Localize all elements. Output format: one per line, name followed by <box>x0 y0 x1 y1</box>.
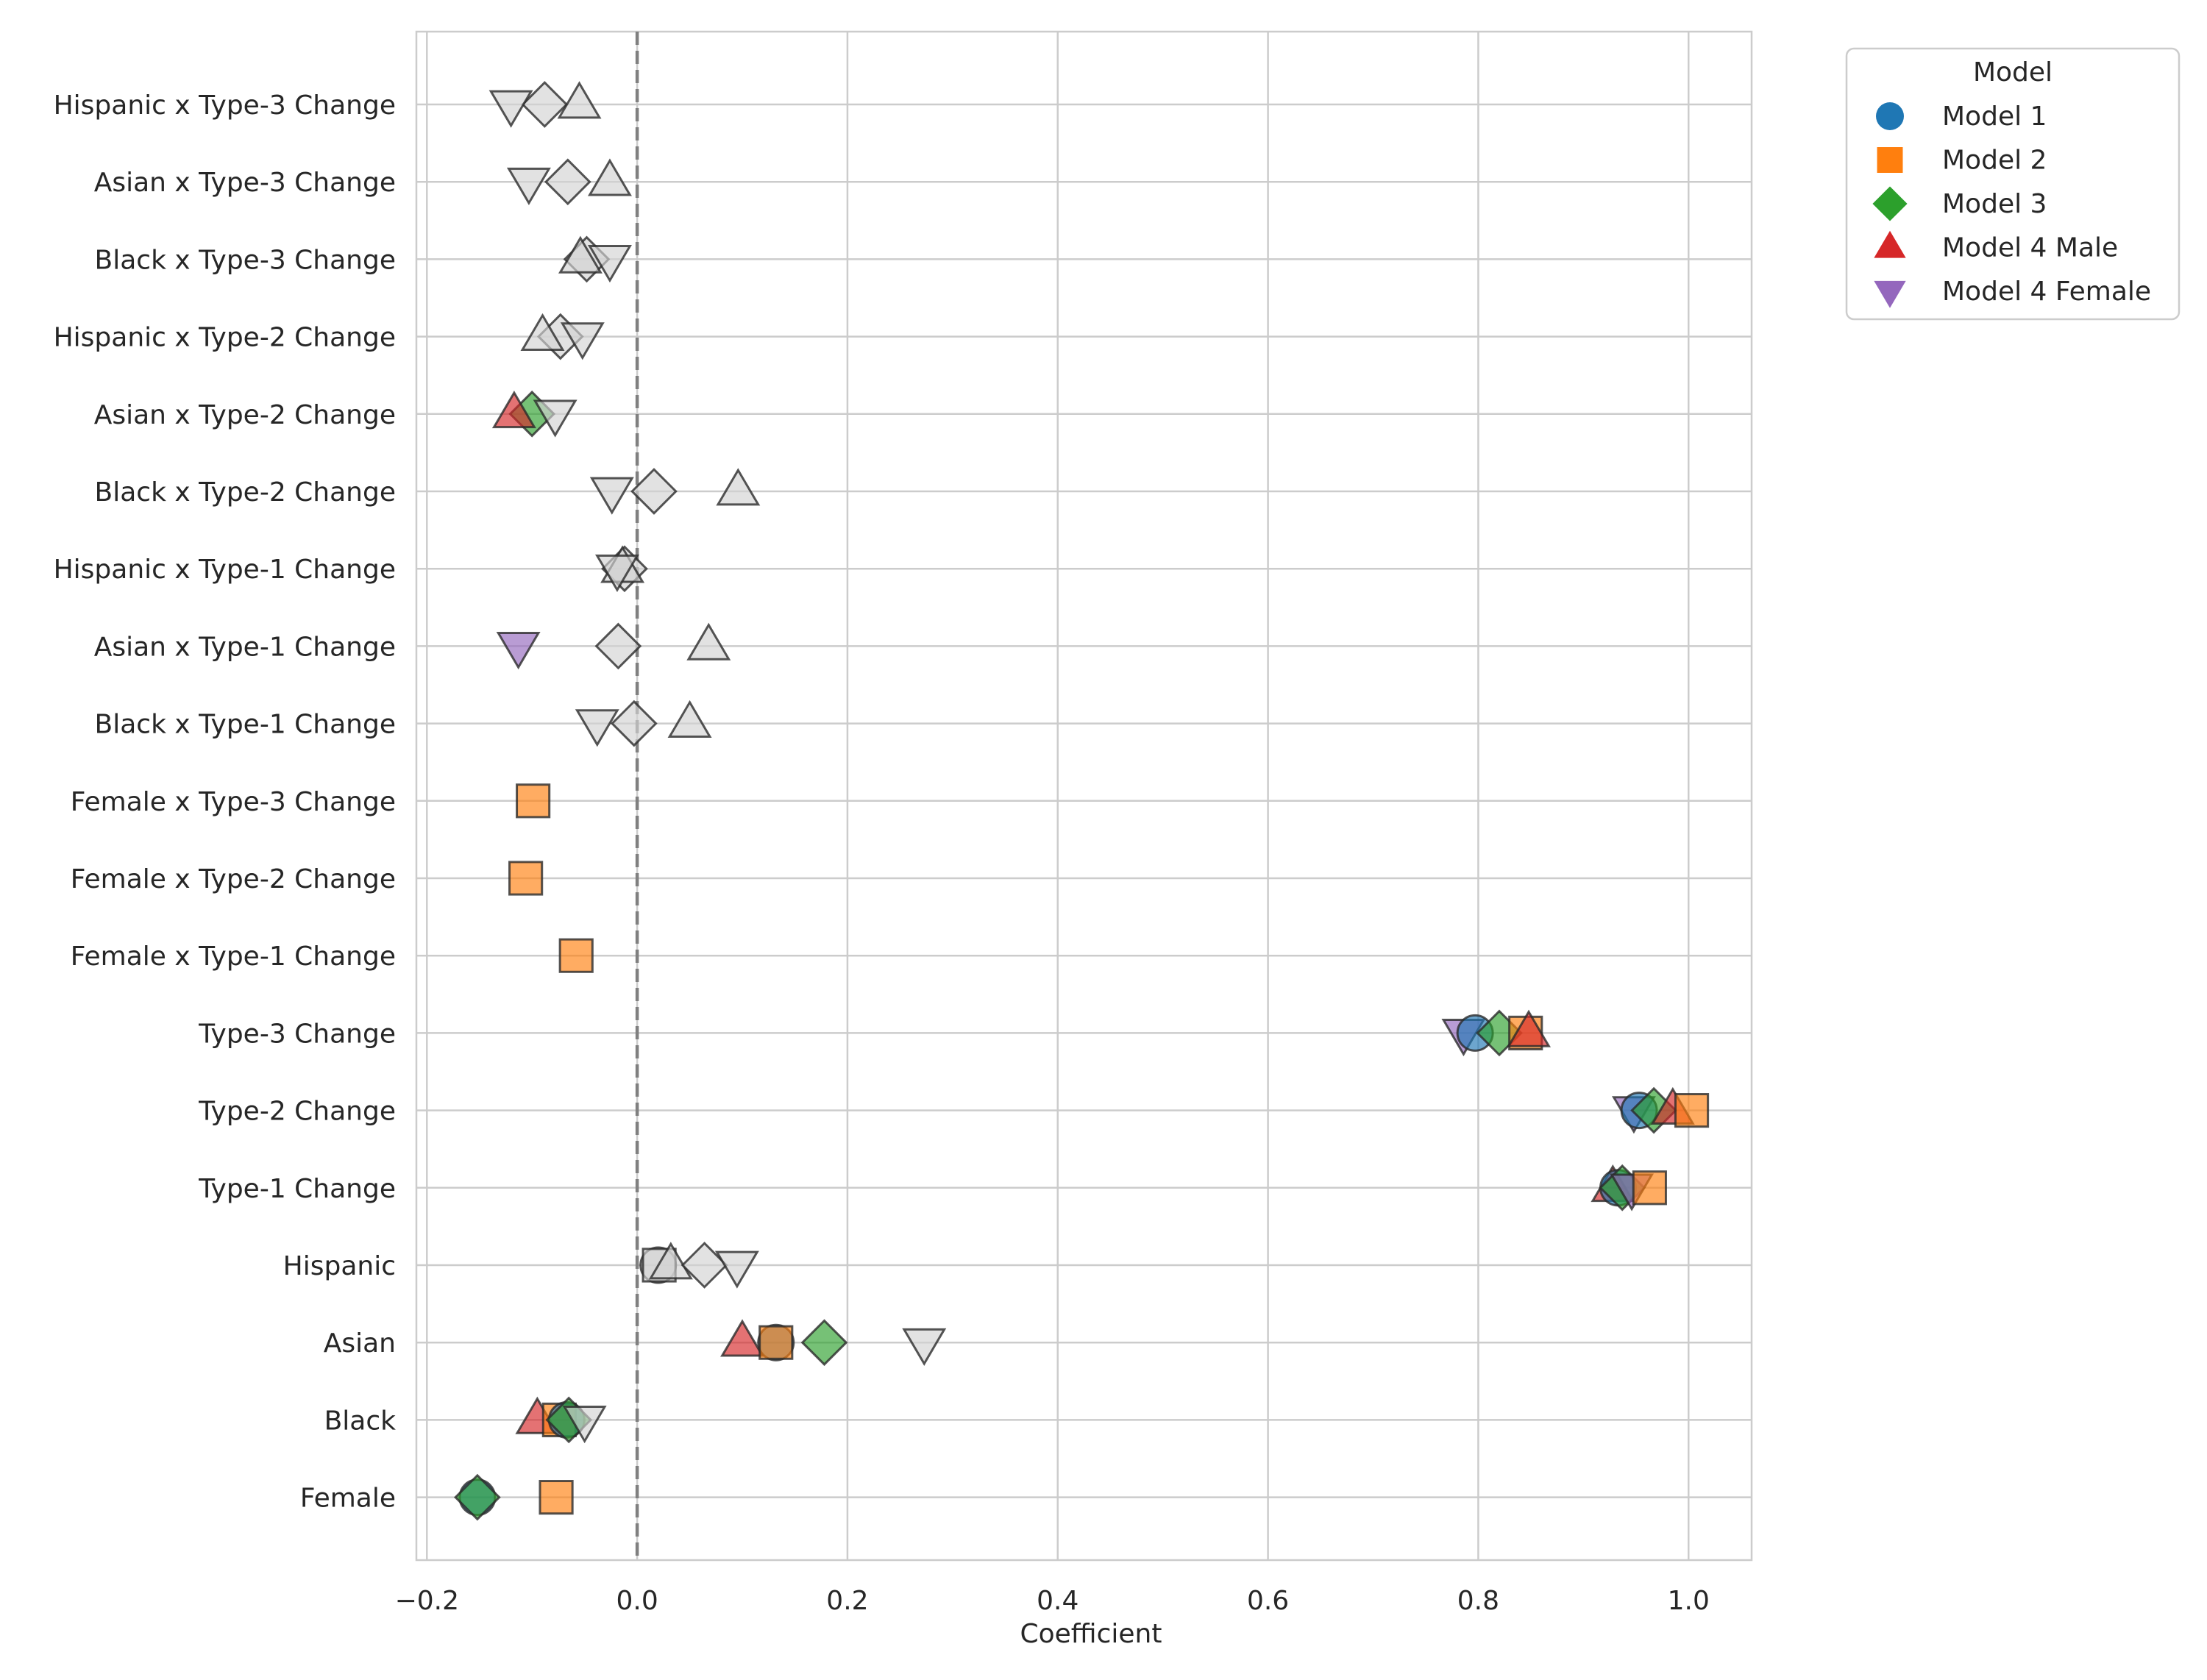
y-tick-label-type-3-change: Type-3 Change <box>198 1019 396 1049</box>
legend-label-model-2: Model 2 <box>1942 146 2047 176</box>
point-model-4-female-asian <box>902 1328 947 1366</box>
point-model-4-female-hispanic-x-type-3-change <box>488 90 533 128</box>
legend-title: Model <box>1973 57 2053 88</box>
y-tick-label-female-x-type-1-change: Female x Type-1 Change <box>71 942 396 972</box>
point-model-4-female-hispanic-x-type-2-change <box>560 322 605 360</box>
legend-marker-model-4-male <box>1874 230 1906 258</box>
x-tick-label: 0.6 <box>1247 1586 1289 1616</box>
x-tick-label: 0.2 <box>826 1586 868 1616</box>
plot-frame <box>415 30 1753 1562</box>
point-model-4-male-hispanic-x-type-2-change <box>520 313 565 351</box>
y-tick-label-asian-x-type-2-change: Asian x Type-2 Change <box>94 400 396 430</box>
point-model-4-male-asian-x-type-1-change <box>686 622 731 661</box>
point-model-3-hispanic <box>680 1242 728 1289</box>
point-model-4-male-hispanic <box>648 1242 693 1280</box>
legend-marker-model-1 <box>1876 102 1904 130</box>
point-model-4-male-black-x-type-1-change <box>667 700 712 738</box>
legend-label-model-4-male: Model 4 Male <box>1942 233 2118 263</box>
point-model-4-male-hispanic-x-type-3-change <box>557 81 602 119</box>
point-model-2-type-2-change <box>1674 1093 1710 1128</box>
legend-marker-model-3 <box>1872 186 1908 221</box>
point-model-4-female-black-x-type-2-change <box>589 477 634 515</box>
point-model-4-female-black-x-type-3-change <box>587 245 632 283</box>
y-tick-label-hispanic-x-type-1-change: Hispanic x Type-1 Change <box>54 555 396 585</box>
legend-label-model-4-female: Model 4 Female <box>1942 277 2151 307</box>
legend-marker-model-2 <box>1877 147 1903 173</box>
point-model-4-female-asian-x-type-2-change <box>533 399 577 438</box>
point-model-3-asian-x-type-3-change <box>544 158 591 206</box>
point-model-3-asian-x-type-1-change <box>594 622 642 670</box>
point-model-3-asian <box>800 1319 848 1367</box>
y-tick-label-asian: Asian <box>324 1328 396 1359</box>
point-model-4-male-black-x-type-2-change <box>716 468 761 506</box>
point-model-4-female-hispanic-x-type-1-change <box>594 554 639 592</box>
point-model-3-black-x-type-2-change <box>630 468 678 515</box>
legend-entries: Model 1 Model 2 Model 3 Model 4 Male Model 4… <box>1872 102 2151 308</box>
y-tick-label-hispanic: Hispanic <box>283 1251 396 1281</box>
point-model-4-female-asian-x-type-3-change <box>506 167 551 205</box>
point-model-4-female-hispanic <box>714 1250 759 1289</box>
y-tick-label-black-x-type-1-change: Black x Type-1 Change <box>95 710 396 740</box>
x-tick-label: 0.4 <box>1037 1586 1078 1616</box>
y-tick-label-female-x-type-2-change: Female x Type-2 Change <box>71 864 396 894</box>
point-model-4-male-asian <box>720 1319 765 1357</box>
y-tick-label-female-x-type-3-change: Female x Type-3 Change <box>71 787 396 817</box>
point-model-2-female <box>539 1480 574 1515</box>
y-axis-tick-labels: Hispanic x Type-3 Change Asian x Type-3 C… <box>54 90 397 1514</box>
point-model-4-male-asian-x-type-2-change <box>491 391 536 429</box>
legend-label-model-1: Model 1 <box>1942 102 2047 132</box>
point-model-4-male-type-3-change <box>1507 1009 1552 1047</box>
point-model-4-female-black <box>562 1406 607 1444</box>
marker-layer <box>454 81 1710 1521</box>
x-tick-label: −0.2 <box>395 1586 459 1616</box>
point-model-3-black-x-type-1-change <box>610 700 658 747</box>
x-axis-tick-labels: −0.2 0.0 0.2 0.4 0.6 0.8 1.0 <box>395 1586 1710 1616</box>
point-model-2-asian <box>758 1325 794 1360</box>
y-tick-label-asian-x-type-3-change: Asian x Type-3 Change <box>94 168 396 198</box>
y-tick-label-female: Female <box>300 1484 396 1514</box>
y-tick-label-black-x-type-2-change: Black x Type-2 Change <box>95 477 396 508</box>
point-model-2-type-1-change <box>1632 1170 1667 1206</box>
x-axis-title: Coefficient <box>1020 1619 1162 1649</box>
x-tick-label: 1.0 <box>1668 1586 1710 1616</box>
point-model-4-male-asian-x-type-3-change <box>587 158 632 196</box>
point-model-4-female-asian-x-type-1-change <box>496 632 541 670</box>
y-tick-label-type-2-change: Type-2 Change <box>198 1097 396 1127</box>
y-tick-label-black: Black <box>324 1406 397 1436</box>
point-model-2-female-x-type-2-change <box>508 861 544 896</box>
legend-label-model-3: Model 3 <box>1942 189 2047 219</box>
x-tick-label: 0.0 <box>616 1586 658 1616</box>
y-tick-label-hispanic-x-type-2-change: Hispanic x Type-2 Change <box>54 323 396 353</box>
point-model-4-male-black-x-type-3-change <box>558 235 603 274</box>
y-tick-label-hispanic-x-type-3-change: Hispanic x Type-3 Change <box>54 90 396 121</box>
y-tick-label-black-x-type-3-change: Black x Type-3 Change <box>95 245 396 275</box>
y-tick-label-type-1-change: Type-1 Change <box>198 1174 396 1204</box>
y-tick-label-asian-x-type-1-change: Asian x Type-1 Change <box>94 632 396 662</box>
point-model-2-female-x-type-1-change <box>558 938 594 973</box>
grid-layer <box>416 32 1752 1560</box>
point-model-4-female-black-x-type-1-change <box>575 709 619 747</box>
point-model-3-hispanic-x-type-3-change <box>521 81 569 128</box>
point-model-2-female-x-type-3-change <box>516 783 551 819</box>
legend-frame <box>1845 47 2181 321</box>
plot-area <box>415 30 1753 1562</box>
legend-marker-model-4-female <box>1874 280 1906 308</box>
point-model-3-female <box>454 1473 501 1521</box>
x-tick-label: 0.8 <box>1457 1586 1499 1616</box>
